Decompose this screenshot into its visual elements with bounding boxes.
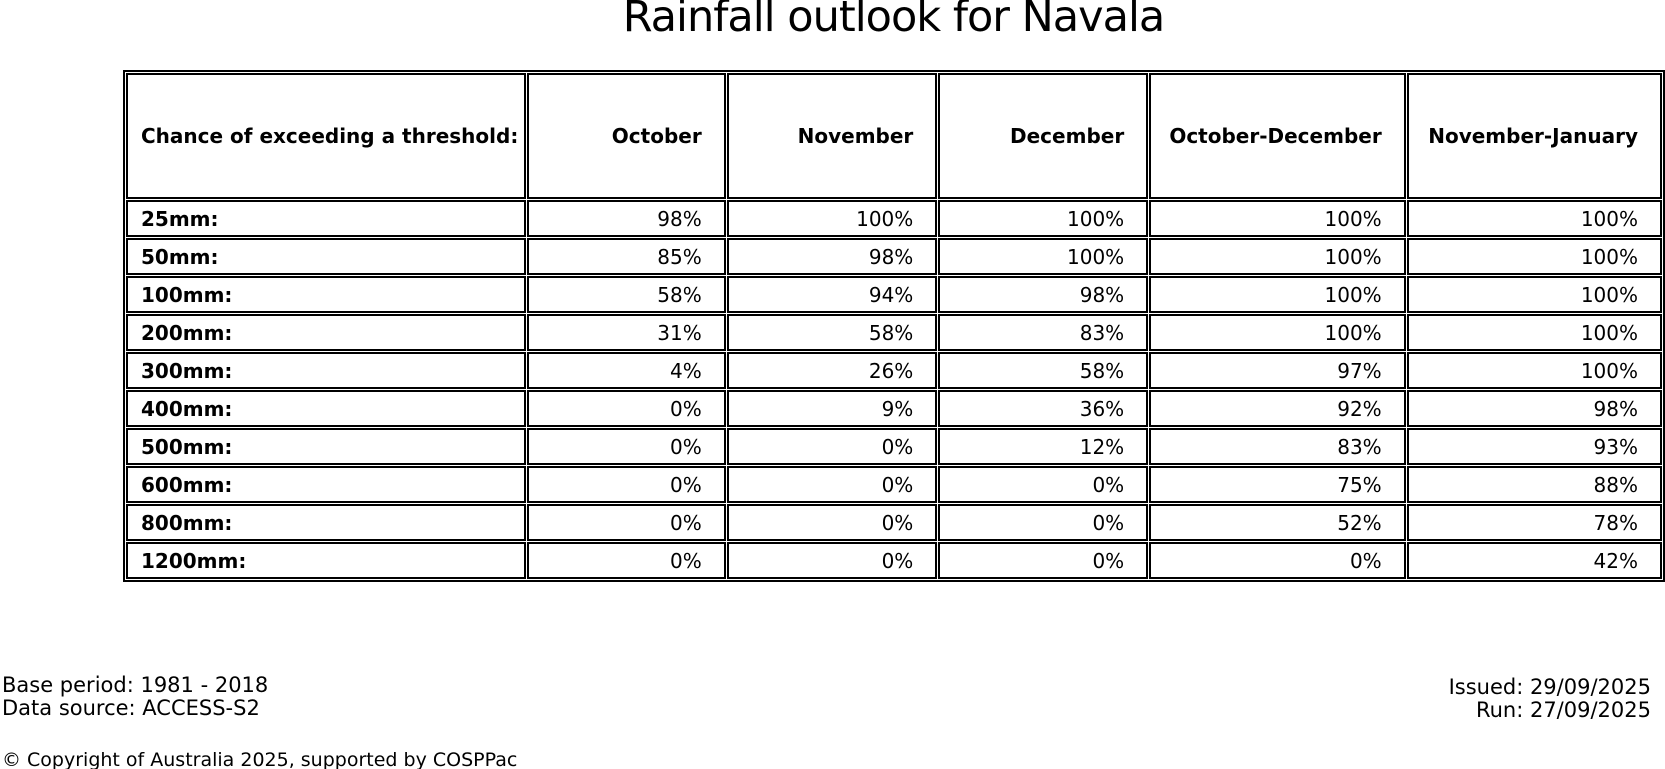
value-cell: 0% [726,504,938,541]
value-cell: 100% [938,238,1149,275]
value-cell: 100% [1406,276,1662,313]
value-cell: 100% [1406,200,1662,237]
corner-header: Chance of exceeding a threshold: [126,73,527,199]
value-cell: 0% [527,466,726,503]
table-row-100mm: 100mm: 58% 94% 98% 100% 100% [126,276,1662,313]
value-cell: 0% [527,542,726,579]
table-row-50mm: 50mm: 85% 98% 100% 100% 100% [126,238,1662,275]
value-cell: 98% [938,276,1149,313]
table-row-25mm: 25mm: 98% 100% 100% 100% 100% [126,200,1662,237]
table-row-1200mm: 1200mm: 0% 0% 0% 0% 42% [126,542,1662,579]
value-cell: 100% [726,200,938,237]
footer-right: Issued: 29/09/2025 Run: 27/09/2025 [1449,676,1651,722]
value-cell: 12% [938,428,1149,465]
value-cell: 92% [1149,390,1406,427]
value-cell: 58% [938,352,1149,389]
table-row-800mm: 800mm: 0% 0% 0% 52% 78% [126,504,1662,541]
rainfall-outlook-table: Chance of exceeding a threshold: October… [123,70,1665,582]
table-row-500mm: 500mm: 0% 0% 12% 83% 93% [126,428,1662,465]
value-cell: 100% [1149,276,1406,313]
value-cell: 4% [527,352,726,389]
value-cell: 31% [527,314,726,351]
value-cell: 94% [726,276,938,313]
column-header-november-january: November-January [1406,73,1662,199]
value-cell: 88% [1406,466,1662,503]
value-cell: 0% [938,542,1149,579]
value-cell: 93% [1406,428,1662,465]
value-cell: 78% [1406,504,1662,541]
value-cell: 98% [726,238,938,275]
value-cell: 100% [1406,352,1662,389]
value-cell: 75% [1149,466,1406,503]
value-cell: 0% [527,504,726,541]
row-label: 50mm: [126,238,527,275]
row-label: 100mm: [126,276,527,313]
row-label: 600mm: [126,466,527,503]
value-cell: 83% [1149,428,1406,465]
column-header-november: November [726,73,938,199]
table-row-600mm: 600mm: 0% 0% 0% 75% 88% [126,466,1662,503]
copyright-text: © Copyright of Australia 2025, supported… [2,749,518,769]
value-cell: 58% [527,276,726,313]
column-header-october: October [527,73,726,199]
value-cell: 26% [726,352,938,389]
page-title: Rainfall outlook for Navala [622,0,1166,42]
table-header-row: Chance of exceeding a threshold: October… [126,73,1662,199]
value-cell: 0% [726,542,938,579]
value-cell: 42% [1406,542,1662,579]
value-cell: 0% [726,428,938,465]
value-cell: 97% [1149,352,1406,389]
table-row-200mm: 200mm: 31% 58% 83% 100% 100% [126,314,1662,351]
value-cell: 100% [1149,238,1406,275]
value-cell: 0% [527,390,726,427]
value-cell: 100% [938,200,1149,237]
column-header-december: December [938,73,1149,199]
value-cell: 100% [1406,314,1662,351]
value-cell: 100% [1149,200,1406,237]
value-cell: 0% [938,466,1149,503]
value-cell: 100% [1149,314,1406,351]
row-label: 300mm: [126,352,527,389]
value-cell: 0% [527,428,726,465]
value-cell: 0% [938,504,1149,541]
value-cell: 0% [1149,542,1406,579]
value-cell: 100% [1406,238,1662,275]
value-cell: 0% [726,466,938,503]
table-row-400mm: 400mm: 0% 9% 36% 92% 98% [126,390,1662,427]
row-label: 400mm: [126,390,527,427]
value-cell: 52% [1149,504,1406,541]
row-label: 200mm: [126,314,527,351]
row-label: 1200mm: [126,542,527,579]
issued-date-text: Issued: 29/09/2025 [1448,675,1651,699]
value-cell: 85% [527,238,726,275]
value-cell: 9% [726,390,938,427]
row-label: 800mm: [126,504,527,541]
table-row-300mm: 300mm: 4% 26% 58% 97% 100% [126,352,1662,389]
row-label: 500mm: [126,428,527,465]
base-period-text: Base period: 1981 - 2018 [2,673,269,697]
value-cell: 83% [938,314,1149,351]
value-cell: 36% [938,390,1149,427]
footer-left: Base period: 1981 - 2018 Data source: AC… [2,674,268,720]
value-cell: 98% [527,200,726,237]
value-cell: 58% [726,314,938,351]
row-label: 25mm: [126,200,527,237]
value-cell: 98% [1406,390,1662,427]
data-source-text: Data source: ACCESS-S2 [2,696,260,720]
column-header-october-december: October-December [1149,73,1406,199]
run-date-text: Run: 27/09/2025 [1475,698,1651,722]
